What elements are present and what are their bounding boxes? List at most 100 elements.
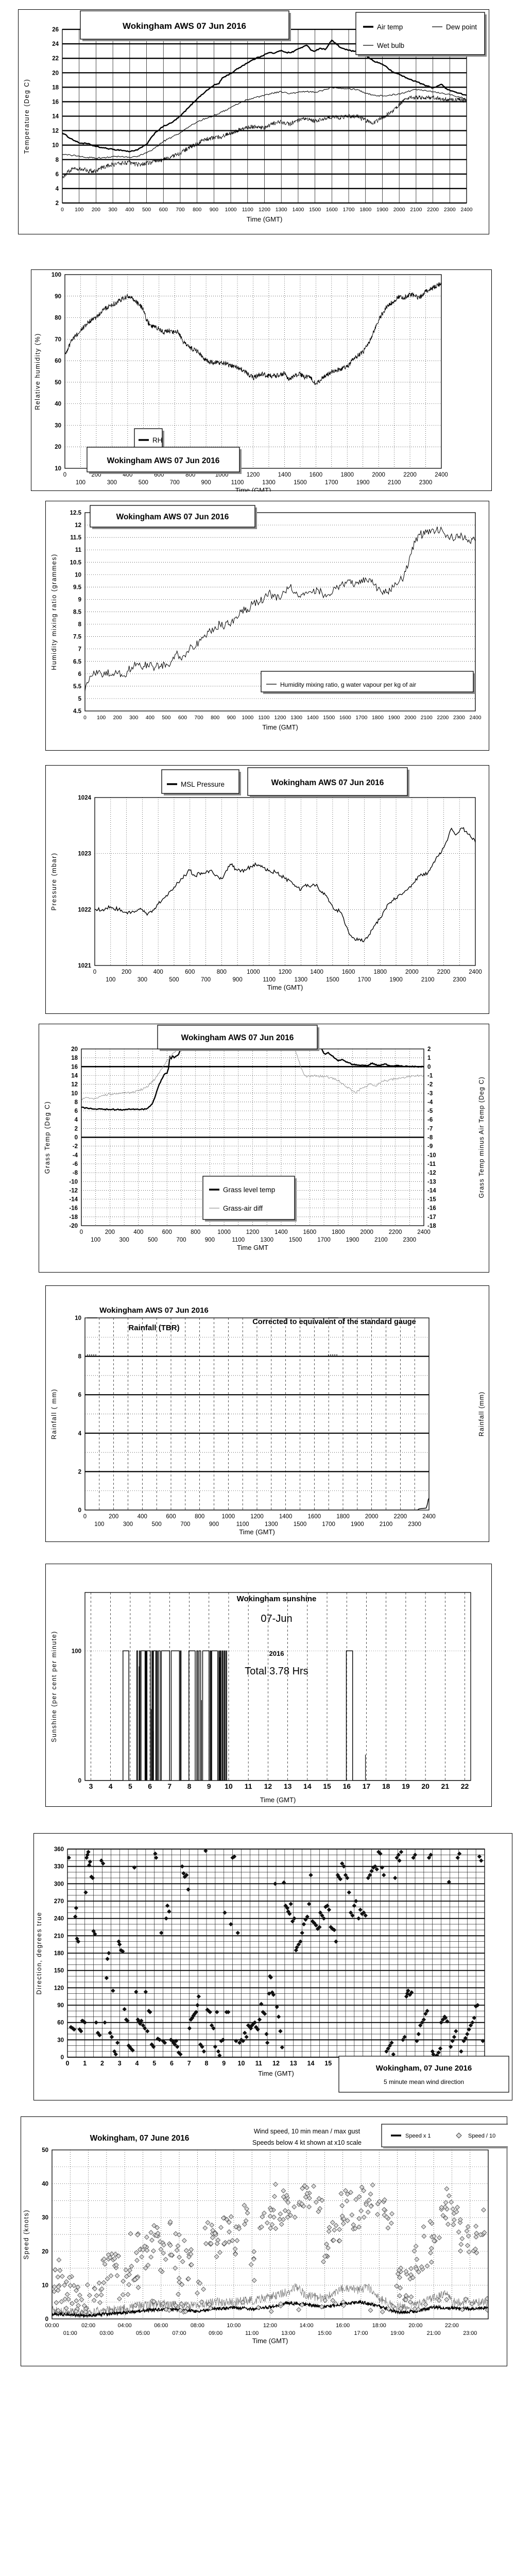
- y-tick-label: 8: [78, 1354, 82, 1360]
- y-tick-label: 7.5: [73, 634, 82, 640]
- windspeed-y-axis: 0 10 20 30 40 50: [42, 2147, 48, 2323]
- x-tick-label: 22:00: [445, 2323, 459, 2329]
- winddir-grid: [67, 1849, 485, 2058]
- y-tick-label: 0: [78, 1778, 81, 1784]
- y2-tick-label: -11: [427, 1161, 436, 1167]
- x-tick-label: 05:00: [136, 2330, 150, 2336]
- x-tick-label: 1300: [276, 207, 287, 213]
- x-tick-label: 600: [162, 1229, 172, 1235]
- x-tick-label: 2: [100, 2060, 104, 2067]
- x-tick-label: 400: [153, 969, 163, 975]
- x-tick-label: 1900: [389, 977, 403, 983]
- x-tick-label: 1300: [294, 977, 307, 983]
- x-tick-label: 0: [93, 969, 96, 975]
- y2-tick-label: -17: [427, 1214, 436, 1221]
- x-tick-label: 1500: [289, 1237, 302, 1243]
- x-tick-label: 100: [91, 1237, 100, 1243]
- x-tick-label: 2100: [380, 1521, 393, 1528]
- y2-tick-label: -1: [427, 1073, 433, 1079]
- x-tick-label: 13: [284, 1782, 292, 1790]
- x-tick-label: 0: [83, 715, 87, 721]
- x-tick-label: 1400: [278, 472, 291, 478]
- windspeed-grid: [52, 2150, 489, 2319]
- chart-title: Wokingham AWS 07 Jun 2016: [123, 21, 246, 31]
- y-tick-label: 60: [55, 358, 61, 364]
- winddir-annotations: Wokingham, 07 June 2016 5 minute mean win…: [338, 2056, 509, 2093]
- x-tick-label: 1700: [358, 977, 371, 983]
- y-tick-label: 26: [52, 27, 59, 33]
- y-tick-label: 40: [42, 2181, 48, 2188]
- x-tick-label: 900: [201, 480, 211, 486]
- chart-text-subtitle3: Total 3.78 Hrs: [245, 1666, 308, 1677]
- x-tick-label: 21: [441, 1782, 450, 1790]
- x-tick-label: 2300: [408, 1521, 421, 1528]
- y-tick-label: 16: [52, 99, 59, 105]
- y2-tick-label: -9: [427, 1144, 433, 1150]
- x-tick-label: 7: [187, 2060, 191, 2067]
- x-tick-label: 800: [191, 1229, 200, 1235]
- y2-tick-label: 2: [427, 1046, 431, 1053]
- y-tick-label: 10: [75, 1315, 81, 1321]
- y-tick-label: 1024: [78, 795, 91, 801]
- y-tick-label: 90: [57, 2003, 64, 2009]
- y-tick-label: 6: [78, 671, 81, 677]
- sunshine-annotations: Wokingham sunshine 07-Jun 2016 Total 3.78 H…: [237, 1595, 317, 1677]
- y2-tick-label: -3: [427, 1091, 433, 1097]
- x-tick-label: 1000: [222, 1514, 235, 1520]
- rainfall-grid: [84, 1318, 430, 1510]
- y-tick-label: -2: [73, 1144, 78, 1150]
- humidity-series: [65, 282, 441, 385]
- mixing-y-axis: 4.5 5 5.5 6 6.5 7 7.5 8 8.5 9 9.5 10 10.5 11 11.5 12 12.…: [70, 510, 82, 715]
- x-tick-label: 1100: [236, 1521, 249, 1528]
- x-tick-label: 2300: [444, 207, 456, 213]
- legend-label: Air temp: [377, 23, 403, 31]
- y-tick-label: 18: [71, 1055, 78, 1061]
- x-tick-label: 1900: [388, 715, 400, 721]
- x-tick-label: 2200: [403, 472, 417, 478]
- x-tick-label: 800: [211, 715, 219, 721]
- y-tick-label: 16: [71, 1064, 78, 1070]
- x-tick-label: 10: [225, 1782, 233, 1790]
- x-tick-label: 900: [227, 715, 236, 721]
- x-tick-label: 11:00: [245, 2330, 259, 2336]
- x-tick-label: 15:00: [318, 2330, 332, 2336]
- y-tick-label: 10.5: [70, 560, 82, 566]
- x-tick-label: 2100: [374, 1237, 388, 1243]
- x-tick-label: 1300: [262, 480, 276, 486]
- chart-text-note2: Speeds below 4 kt shown at x10 scale: [252, 2139, 362, 2146]
- x-tick-label: 1200: [250, 1514, 264, 1520]
- chart-grass-temp-panel: -20 -18 -16 -14 -12 -10 -8 -6 -4 -2 0 2 4 6 8 10 12 14 16 1…: [39, 1024, 489, 1273]
- x-tick-label: 19: [402, 1782, 410, 1790]
- x-tick-label: 00:00: [45, 2323, 59, 2329]
- x-tick-label: 2000: [404, 715, 416, 721]
- y2-tick-label: 0: [427, 1064, 431, 1070]
- x-tick-label: 1800: [373, 969, 387, 975]
- legend-label: Wet bulb: [377, 42, 404, 49]
- y-tick-label: 4.5: [73, 708, 82, 715]
- x-tick-label: 12: [264, 1782, 272, 1790]
- y-tick-label: 8: [75, 1099, 78, 1106]
- y2-tick-label: -12: [427, 1170, 436, 1176]
- chart-text-title: Wokingham AWS 07 Jun 2016: [99, 1306, 209, 1315]
- y-tick-label: -14: [69, 1197, 78, 1203]
- temperature-series: [62, 39, 467, 179]
- humidity-annotations: RH Wokingham AWS 07 Jun 2016: [87, 428, 242, 474]
- chart-wind-direction-panel: 0 30 60 90 120 150 180 210 240 270 300 330 360 Direct…: [33, 1833, 512, 2100]
- chart-text-subtitle: Rainfall (TBR): [128, 1324, 179, 1332]
- y-tick-label: -8: [73, 1170, 78, 1176]
- y2-axis-title: Grass Temp minus Air Temp (Deg C): [478, 1076, 485, 1198]
- x-tick-label: 1300: [260, 1237, 273, 1243]
- x-tick-label: 18:00: [372, 2323, 386, 2329]
- x-tick-label: 1000: [242, 715, 253, 721]
- humidity-y-axis: 10 20 30 40 50 60 70 80 90 100: [52, 272, 61, 472]
- x-tick-label: 200: [113, 715, 122, 721]
- y2-axis-title: Rainfall (mm): [478, 1392, 485, 1436]
- legend-label: Grass-air diff: [223, 1205, 263, 1212]
- x-tick-label: 1200: [274, 715, 286, 721]
- chart-text-note1: Wind speed, 10 min mean / max gust: [254, 2128, 360, 2135]
- x-tick-label: 1100: [242, 207, 253, 213]
- y-tick-label: -20: [69, 1223, 78, 1229]
- x-tick-label: 500: [169, 977, 179, 983]
- y-tick-label: 210: [54, 1933, 64, 1939]
